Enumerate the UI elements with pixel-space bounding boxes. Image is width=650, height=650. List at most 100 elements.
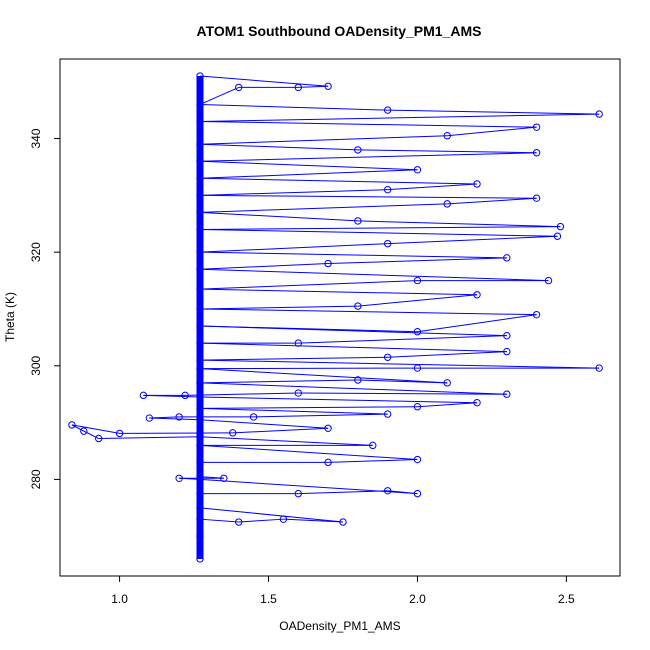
data-point: [413, 166, 422, 174]
data-point: [324, 424, 332, 432]
data-point: [196, 472, 204, 481]
data-point: [196, 225, 204, 234]
data-point: [556, 222, 565, 231]
series-line-segment: [83, 430, 99, 439]
series-line-segment: [417, 314, 537, 333]
data-point: [220, 474, 228, 482]
plot-frame: [59, 58, 621, 577]
series-line-segment: [98, 436, 201, 440]
data-points: [68, 72, 603, 563]
series-line-segment: [199, 406, 418, 409]
data-point: [532, 149, 541, 157]
series-line-segment: [119, 432, 233, 434]
x-tick-label: 1.5: [260, 592, 277, 606]
x-tick-label: 1.0: [111, 592, 128, 606]
data-point: [443, 200, 451, 208]
data-point: [473, 399, 481, 407]
data-point: [196, 504, 204, 512]
data-point: [196, 489, 204, 498]
series-line-segment: [298, 490, 388, 495]
series-line-segment: [199, 211, 358, 222]
series-line-segment: [253, 413, 388, 418]
data-point: [544, 276, 553, 285]
data-point: [196, 117, 204, 126]
y-tick-label: 300: [29, 355, 43, 375]
series-line-segment: [199, 243, 388, 253]
data-point: [294, 489, 302, 498]
series-line-segment: [199, 226, 561, 230]
series-line-segment: [199, 436, 373, 446]
data-point: [383, 353, 392, 361]
data-point: [413, 489, 422, 498]
series-line-segment: [199, 382, 507, 395]
data-point: [196, 356, 204, 364]
series-line-segment: [387, 351, 507, 358]
data-point: [413, 276, 422, 285]
data-point: [354, 146, 362, 154]
data-point: [595, 110, 603, 118]
data-point: [196, 285, 204, 293]
data-point: [196, 100, 204, 109]
data-point: [595, 364, 603, 372]
series-line-segment: [199, 194, 537, 199]
series-line-segment: [199, 342, 507, 353]
series-line-segment: [328, 257, 507, 265]
data-point: [196, 433, 204, 441]
data-point: [473, 291, 481, 299]
data-point: [532, 123, 541, 131]
data-point: [196, 339, 204, 347]
series-line-segment: [357, 294, 478, 307]
series-line-segment: [199, 367, 418, 370]
series-line-segment: [199, 169, 418, 179]
data-point: [235, 518, 243, 526]
series-line-segment: [199, 305, 358, 310]
data-point: [383, 239, 392, 248]
data-point: [196, 208, 204, 217]
data-point: [383, 185, 392, 194]
data-point: [503, 390, 511, 398]
data-point: [95, 434, 103, 443]
series-line-segment: [149, 416, 180, 419]
data-point: [324, 82, 332, 90]
series-line-segment: [447, 197, 537, 205]
data-point: [279, 515, 288, 523]
series-line-segment: [199, 189, 388, 196]
data-point: [196, 265, 204, 273]
series-line-segment: [357, 149, 537, 154]
series-line-segment: [298, 85, 329, 88]
series-line-segment: [71, 424, 120, 434]
series-line-segment: [185, 392, 299, 396]
series-line-segment: [387, 109, 600, 115]
data-point: [196, 555, 204, 563]
data-point: [175, 474, 183, 482]
x-tick-label: 2.0: [409, 592, 426, 606]
data-point: [532, 194, 541, 202]
x-axis-label: OADensity_PM1_AMS: [279, 619, 400, 633]
data-point: [196, 174, 204, 183]
series-line-segment: [199, 288, 478, 296]
series-line-segment: [199, 507, 344, 523]
data-point: [354, 302, 362, 310]
data-point: [383, 487, 392, 495]
data-point: [196, 532, 204, 540]
data-point: [196, 364, 204, 373]
series-line-segment: [199, 86, 239, 105]
data-point: [249, 413, 258, 421]
series-line-segment: [199, 359, 600, 369]
series-line-segment: [199, 280, 418, 290]
data-point: [196, 458, 204, 467]
series-line-segment: [387, 183, 478, 191]
series-line-segment: [199, 152, 537, 162]
series-line-segment: [328, 459, 418, 463]
data-point: [196, 322, 204, 330]
series-line-segment: [199, 476, 224, 479]
data-point: [324, 259, 332, 268]
y-tick-label: 340: [29, 128, 43, 148]
series-line-segment: [417, 402, 478, 408]
data-point: [196, 441, 204, 450]
y-axis: 280 300 320 340: [29, 128, 60, 489]
series-line-segment: [199, 103, 388, 111]
data-point: [532, 310, 541, 319]
x-axis: 1.0 1.5 2.0 2.5: [111, 576, 575, 606]
